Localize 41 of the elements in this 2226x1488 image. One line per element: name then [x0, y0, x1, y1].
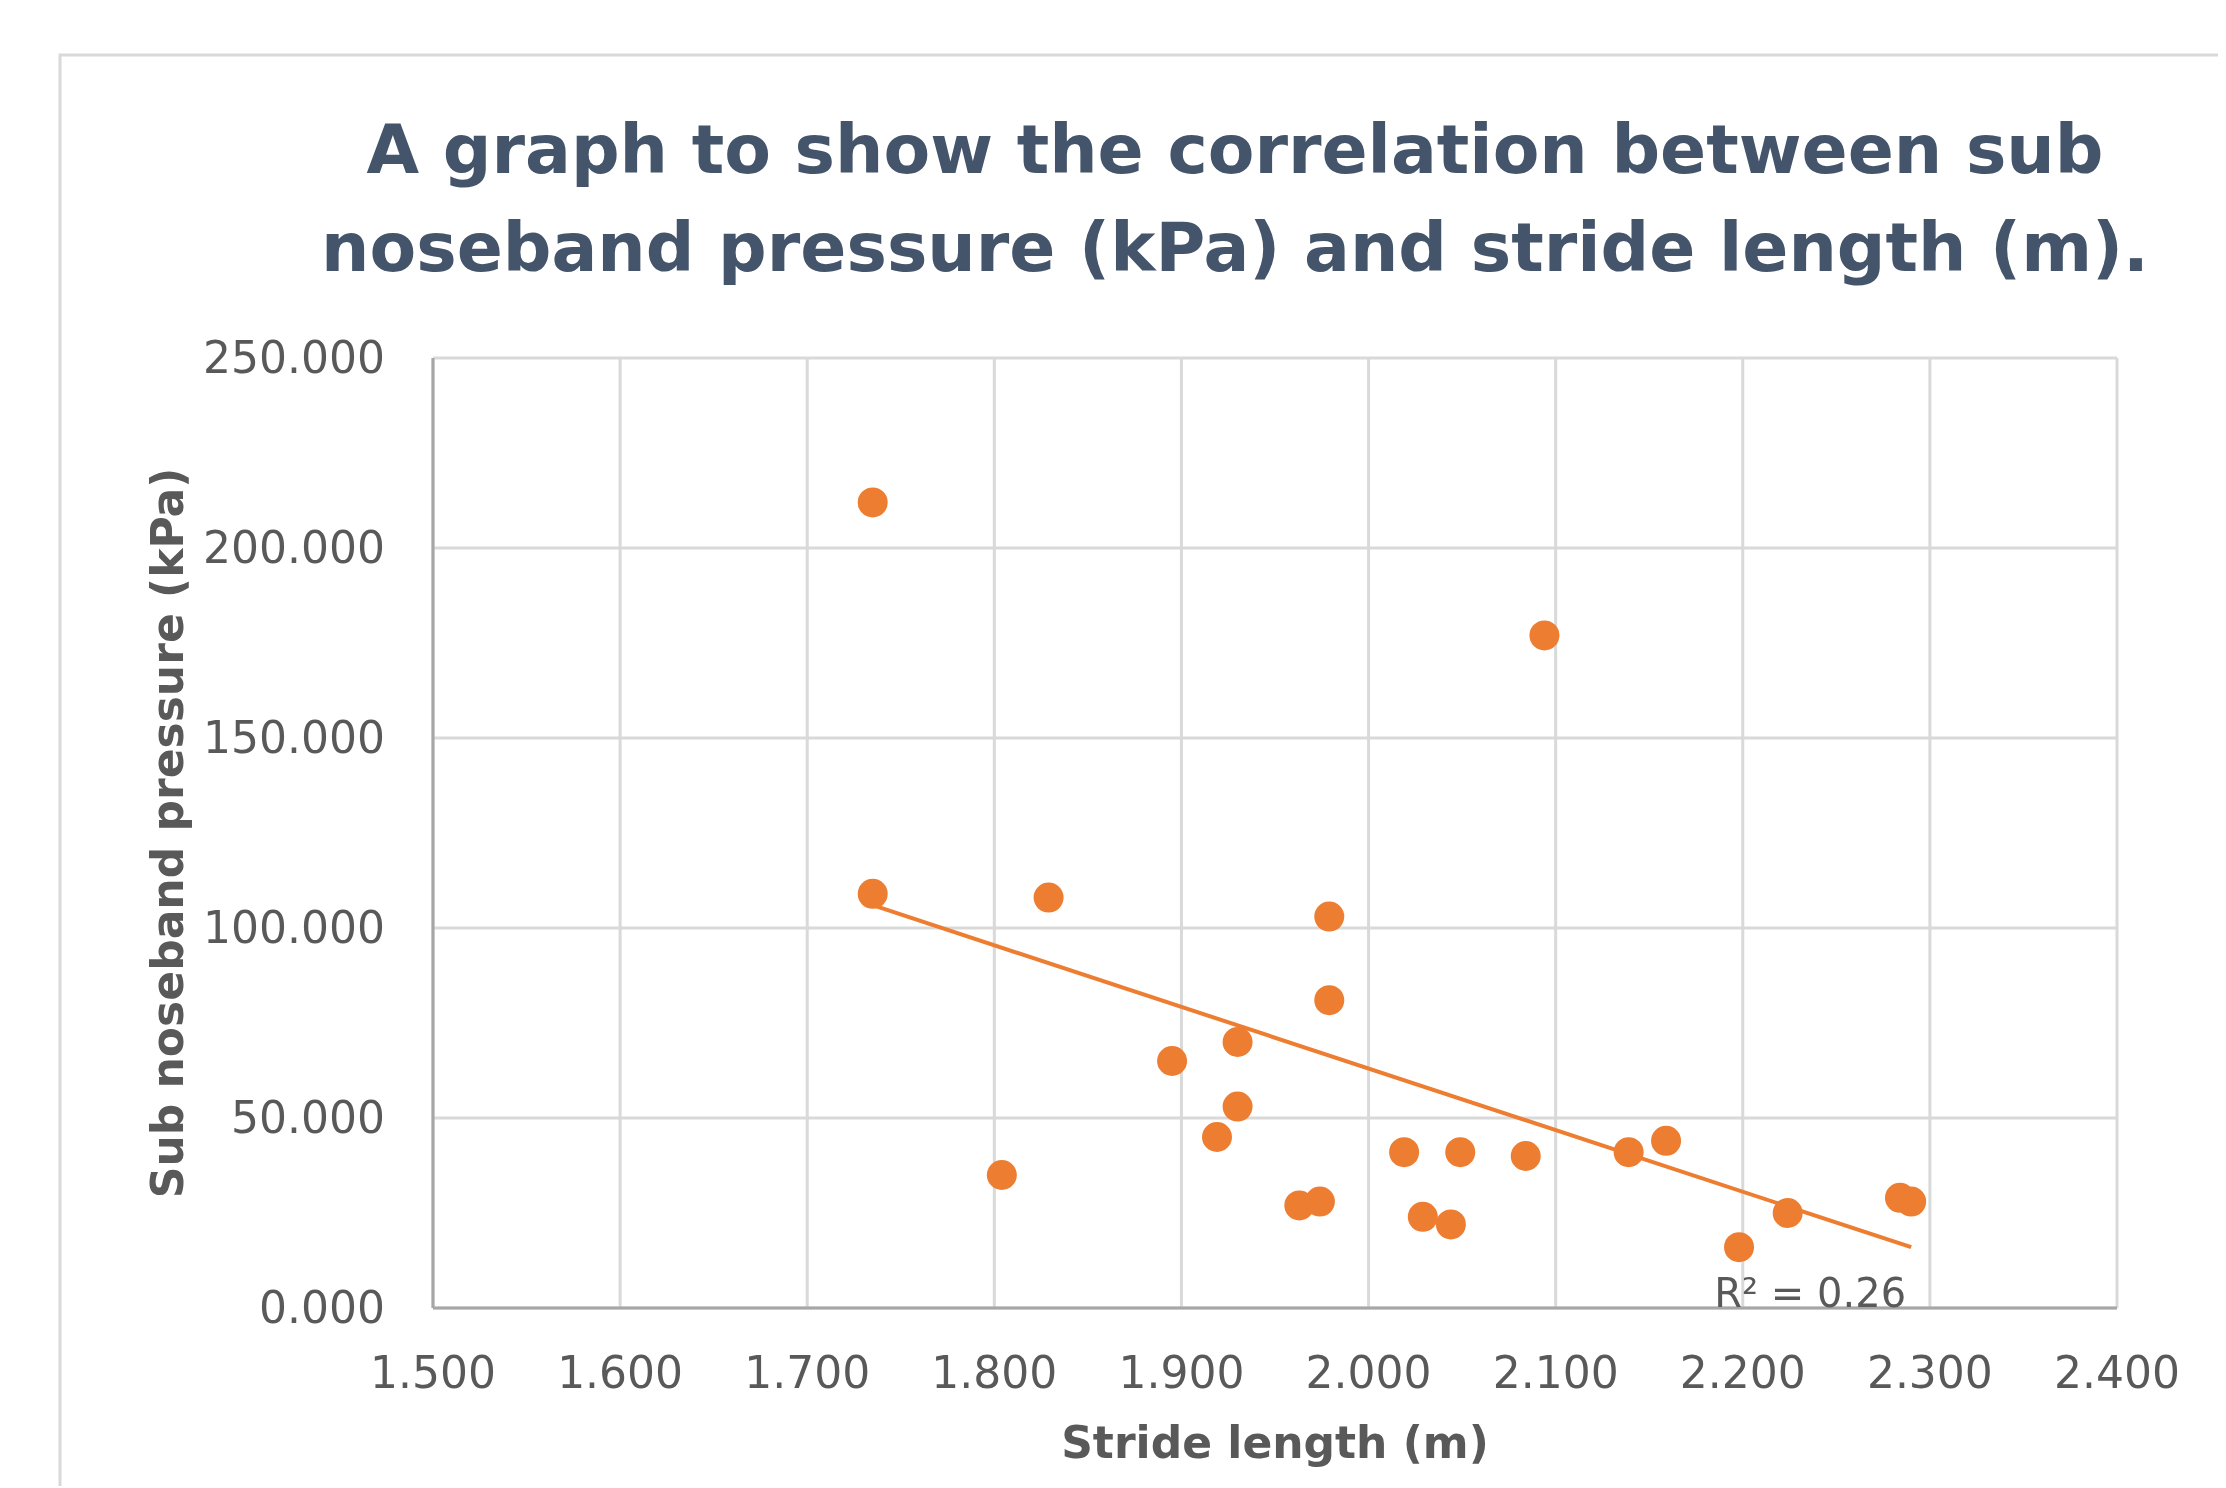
x-tick-label: 1.500: [370, 1347, 496, 1398]
point: [1724, 1232, 1755, 1263]
y-tick-label: 100.000: [203, 902, 385, 953]
y-tick-label: 50.000: [231, 1092, 385, 1143]
point: [857, 878, 888, 909]
x-tick-label: 1.800: [931, 1347, 1058, 1398]
point: [1389, 1137, 1420, 1168]
x-tick-label: 2.400: [2054, 1347, 2180, 1398]
point: [1304, 1186, 1335, 1217]
point: [1157, 1046, 1188, 1076]
x-tick-label: 2.000: [1305, 1347, 1432, 1398]
point: [1651, 1125, 1682, 1156]
point: [1445, 1137, 1476, 1168]
point: [1033, 882, 1064, 913]
x-tick-label: 1.600: [557, 1347, 684, 1398]
chart-title: A graph to show the correlation between sub noseband pressure (kPa) and stride length (m).: [321, 110, 2149, 287]
point: [1222, 1091, 1253, 1122]
x-tick-label: 2.300: [1866, 1347, 1993, 1398]
x-tick-label: 1.700: [744, 1347, 871, 1398]
x-tick-label: 1.900: [1118, 1347, 1245, 1398]
y-tick-label: 0.000: [259, 1282, 385, 1333]
x-tick-label: 2.200: [1679, 1347, 1806, 1398]
point: [1772, 1198, 1803, 1228]
y-tick-label: 250.000: [203, 332, 385, 383]
y-axis-title: Sub noseband pressure (kPa): [142, 467, 193, 1199]
y-tick-label: 150.000: [203, 712, 385, 763]
annotation: R² = 0.26: [1714, 1270, 1907, 1317]
point: [1613, 1137, 1644, 1168]
point: [1314, 901, 1345, 932]
point: [857, 487, 888, 518]
point: [1529, 620, 1560, 651]
y-tick-label: 200.000: [203, 522, 385, 573]
point: [1314, 985, 1345, 1016]
point: [1222, 1027, 1253, 1057]
point: [1510, 1141, 1541, 1171]
x-axis-title: Stride length (m): [1061, 1417, 1489, 1468]
point: [1435, 1209, 1466, 1240]
point: [986, 1160, 1017, 1190]
point: [1407, 1201, 1438, 1232]
point: [1202, 1122, 1232, 1152]
x-tick-label: 2.100: [1492, 1347, 1619, 1398]
